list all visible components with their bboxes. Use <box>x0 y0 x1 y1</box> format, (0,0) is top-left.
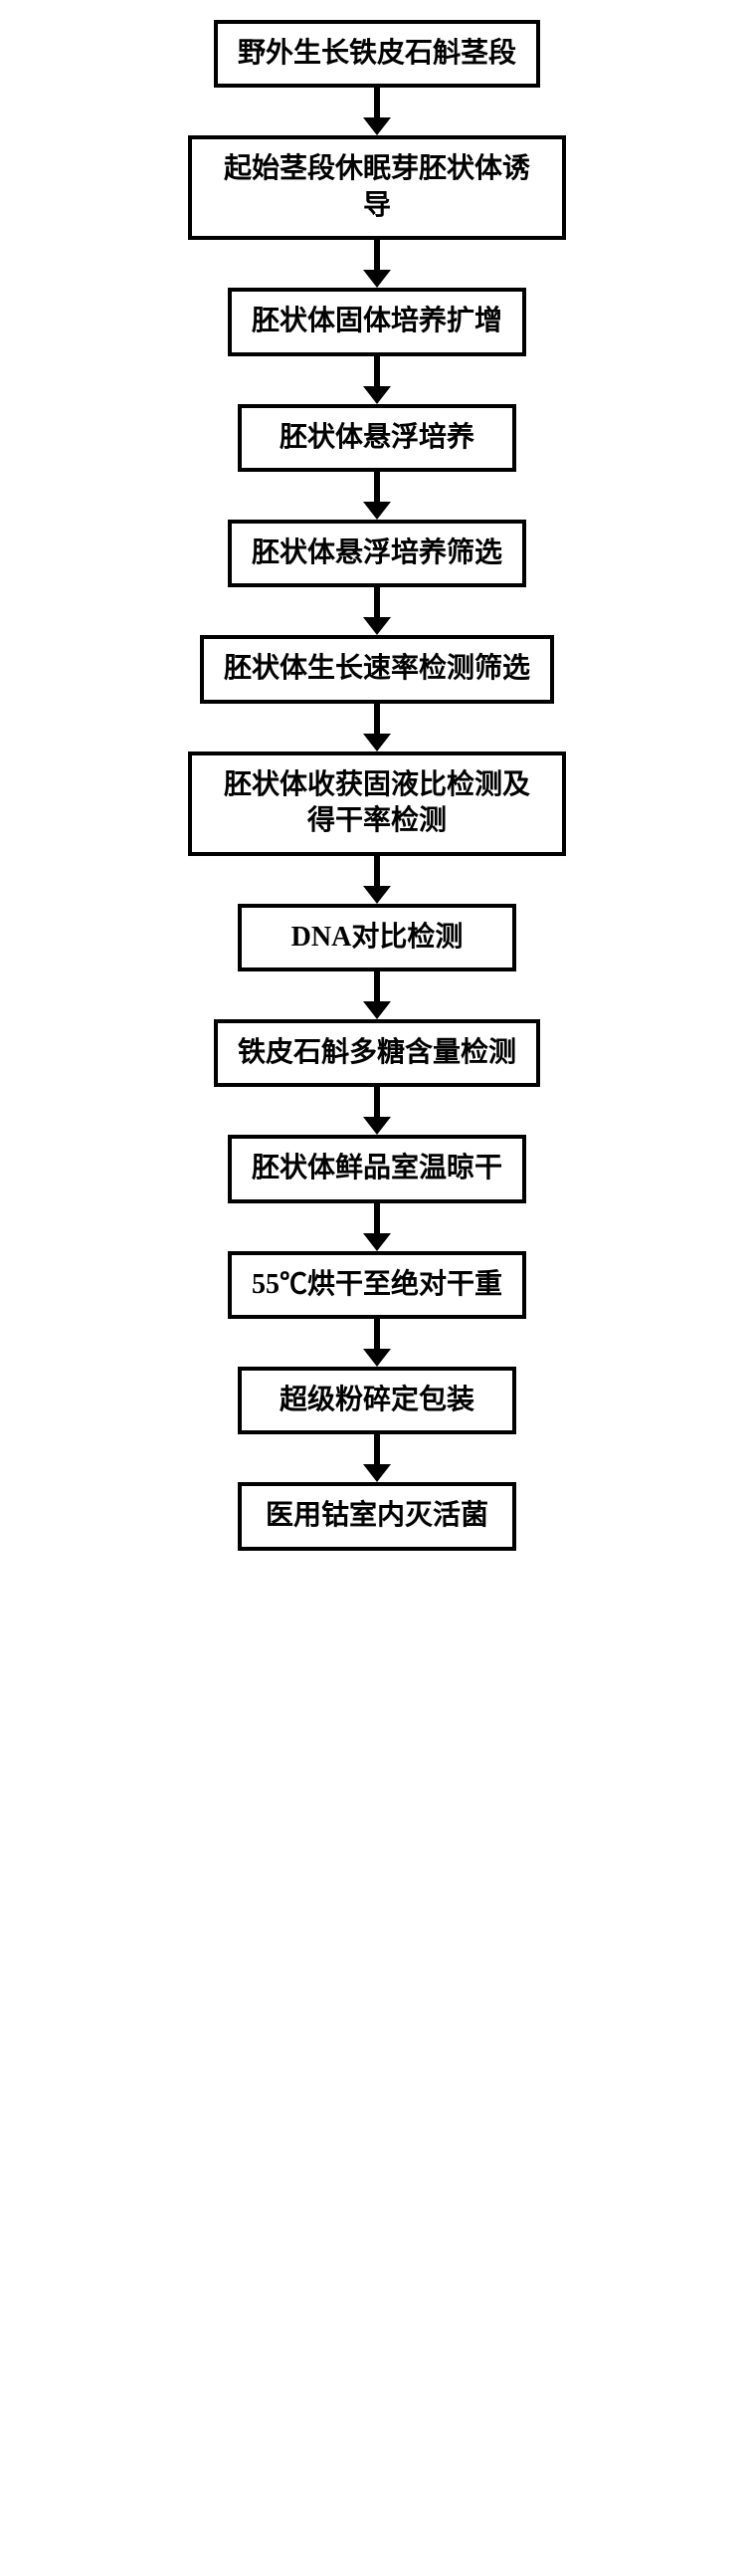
flow-arrow <box>363 240 391 288</box>
flow-arrow <box>363 704 391 751</box>
flow-node: 起始茎段休眠芽胚状体诱导 <box>188 135 566 240</box>
flow-arrow <box>363 88 391 135</box>
flow-node: 55℃烘干至绝对干重 <box>228 1251 526 1319</box>
flow-arrow <box>363 472 391 520</box>
flow-node: DNA对比检测 <box>238 904 516 971</box>
flow-node: 铁皮石斛多糖含量检测 <box>214 1019 540 1087</box>
flow-arrow <box>363 1434 391 1482</box>
flow-arrow <box>363 971 391 1019</box>
flow-arrow <box>363 1087 391 1135</box>
flow-arrow <box>363 1203 391 1251</box>
flow-node: 胚状体悬浮培养 <box>238 404 516 472</box>
flow-node: 胚状体生长速率检测筛选 <box>200 635 554 703</box>
flow-arrow <box>363 856 391 904</box>
flow-arrow <box>363 1319 391 1367</box>
flowchart-container: 野外生长铁皮石斛茎段 起始茎段休眠芽胚状体诱导 胚状体固体培养扩增 胚状体悬浮培… <box>20 20 734 1551</box>
flow-node: 胚状体鲜品室温晾干 <box>228 1135 526 1202</box>
flow-node: 医用钴室内灭活菌 <box>238 1482 516 1550</box>
flow-node: 超级粉碎定包装 <box>238 1367 516 1434</box>
flow-node: 胚状体收获固液比检测及得干率检测 <box>188 751 566 856</box>
flow-node: 野外生长铁皮石斛茎段 <box>214 20 540 88</box>
flow-node: 胚状体固体培养扩增 <box>228 288 526 355</box>
flow-arrow <box>363 356 391 404</box>
flow-node: 胚状体悬浮培养筛选 <box>228 520 526 587</box>
flow-arrow <box>363 587 391 635</box>
